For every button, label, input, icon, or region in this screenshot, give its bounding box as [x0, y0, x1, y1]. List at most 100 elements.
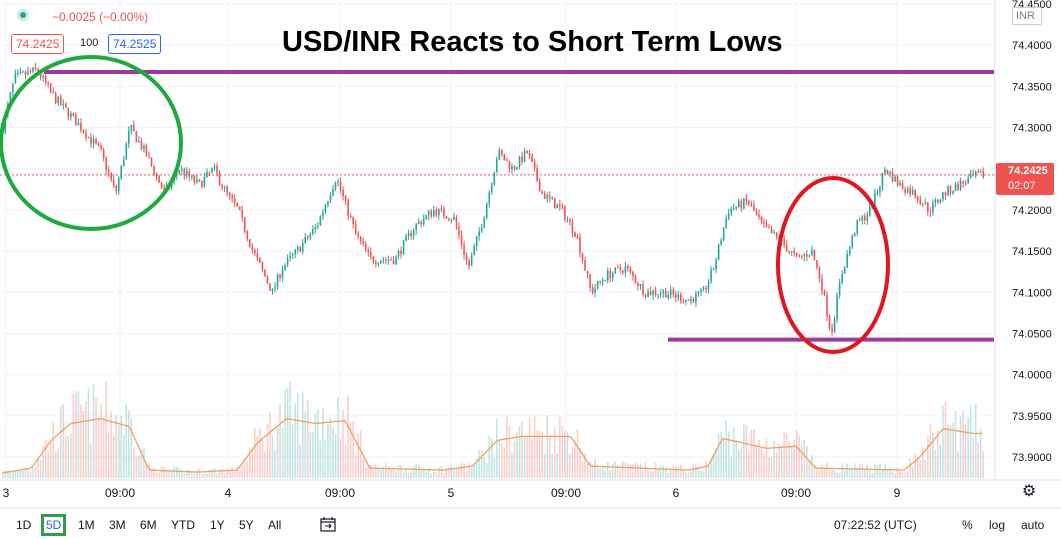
candle-body	[838, 282, 841, 296]
volume-bar	[34, 467, 37, 478]
utc-clock[interactable]: 07:22:52 (UTC)	[834, 518, 917, 532]
candle-body	[937, 199, 939, 203]
candle-body	[705, 287, 707, 290]
gear-icon[interactable]: ⚙	[1021, 483, 1037, 500]
volume-bar	[216, 473, 218, 478]
bid-price-button[interactable]: 74.2425	[11, 34, 65, 54]
candle-body	[808, 255, 811, 257]
volume-bar	[400, 465, 402, 478]
candle-body	[639, 284, 642, 287]
candle-body	[710, 269, 712, 282]
volume-bar	[138, 455, 140, 478]
volume-bar	[662, 465, 664, 478]
candle-body	[322, 212, 324, 217]
volume-bar	[32, 467, 34, 478]
candle-body	[324, 205, 327, 213]
timeframe-3m[interactable]: 3M	[109, 518, 126, 532]
candle-body	[385, 259, 387, 261]
candle-body	[392, 260, 395, 264]
volume-bar	[874, 464, 876, 478]
candle-body	[17, 72, 19, 74]
volume-bar	[962, 410, 964, 478]
volume-bar	[727, 431, 730, 478]
candle-body	[846, 254, 848, 268]
volume-bar	[687, 471, 690, 478]
timeframe-1y[interactable]: 1Y	[210, 518, 225, 532]
calendar-range-icon[interactable]	[320, 517, 336, 532]
candle-body	[916, 197, 919, 200]
volume-bar	[105, 381, 107, 478]
currency-selector[interactable]: INR	[1012, 7, 1042, 25]
candle-body	[349, 216, 352, 218]
candle-body	[715, 259, 717, 270]
volume-bar	[349, 422, 352, 478]
candle-body	[130, 124, 133, 131]
volume-bar	[501, 443, 503, 478]
candle-body	[443, 209, 445, 217]
volume-bar	[712, 454, 715, 478]
log-toggle[interactable]: log	[989, 518, 1006, 532]
candle-body	[546, 195, 549, 199]
candle-body	[218, 173, 221, 185]
timeframe-1d[interactable]: 1D	[16, 518, 32, 532]
volume-bar	[821, 464, 823, 478]
volume-bar	[674, 466, 677, 478]
volume-bar	[407, 472, 410, 478]
candle-body	[483, 217, 486, 228]
time-axis-label: 09:00	[551, 486, 581, 500]
candle-body	[921, 203, 924, 205]
price-axis-label: 73.9500	[1012, 411, 1052, 423]
candle-body	[334, 182, 337, 189]
candle-body	[357, 233, 359, 237]
volume-bar	[533, 416, 536, 478]
ask-price-button[interactable]: 74.2525	[108, 34, 162, 54]
volume-bar	[443, 473, 445, 478]
volume-bar	[677, 465, 680, 478]
change-text: −0.0025 (−0.00%)	[52, 10, 149, 24]
candle-body	[677, 294, 680, 298]
volume-bar	[329, 418, 332, 478]
candle-body	[790, 251, 793, 253]
volume-bar	[286, 387, 289, 478]
volume-bar	[57, 447, 60, 478]
candle-body	[977, 171, 980, 173]
auto-toggle[interactable]: auto	[1021, 518, 1045, 532]
timeframe-1m[interactable]: 1M	[78, 518, 95, 532]
percent-toggle[interactable]: %	[962, 518, 973, 532]
candle-body	[422, 219, 425, 225]
candle-body	[440, 208, 443, 210]
candle-body	[359, 236, 362, 242]
volume-bar	[622, 461, 624, 478]
volume-bar	[140, 449, 143, 478]
volume-bar	[775, 452, 778, 478]
candle-body	[896, 176, 899, 186]
candle-body	[964, 183, 967, 185]
volume-bar	[458, 467, 460, 478]
candle-body	[695, 293, 697, 303]
candle-body	[274, 286, 276, 289]
candle-body	[32, 67, 34, 72]
candle-body	[158, 176, 160, 183]
bar-countdown: 02:07	[1008, 180, 1036, 192]
candle-body	[856, 220, 859, 234]
volume-bar	[385, 462, 387, 478]
volume-bar	[488, 436, 491, 478]
volume-bar	[818, 470, 821, 478]
timeframe-5d[interactable]: 5D	[41, 514, 67, 536]
volume-bar	[803, 439, 806, 478]
candle-body	[816, 260, 818, 268]
timeframe-all[interactable]: All	[268, 518, 282, 532]
candle-body	[556, 204, 559, 209]
timeframe-5y[interactable]: 5Y	[239, 518, 254, 532]
candle-body	[286, 257, 289, 265]
volume-bar	[261, 439, 264, 478]
candle-body	[485, 203, 488, 218]
candle-body	[942, 192, 944, 200]
candle-body	[115, 185, 118, 191]
time-axis-label: 3	[3, 486, 10, 500]
timeframe-ytd[interactable]: YTD	[171, 518, 195, 532]
current-price-tag: 74.2425 02:07	[996, 163, 1054, 195]
timeframe-6m[interactable]: 6M	[140, 518, 157, 532]
candle-body	[191, 175, 193, 177]
